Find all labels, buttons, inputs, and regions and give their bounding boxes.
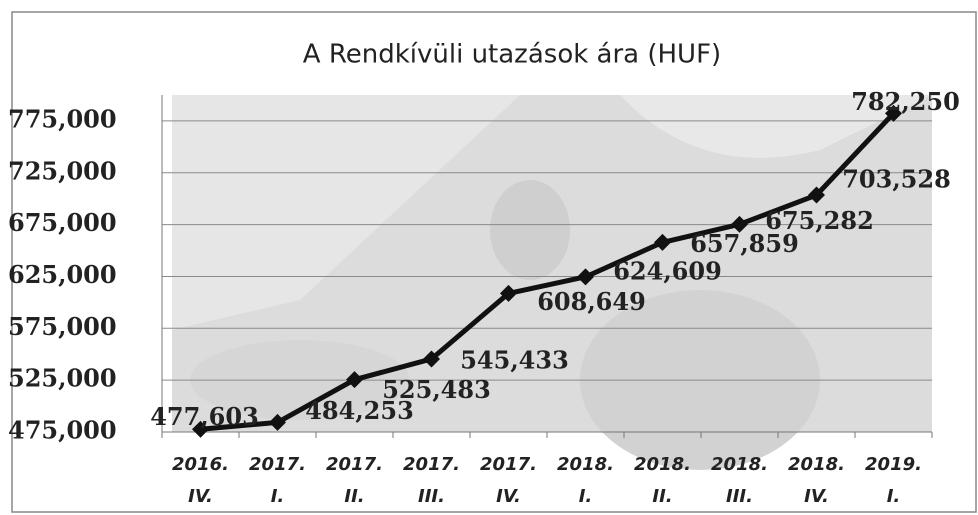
y-tick-label: 675,000 bbox=[8, 208, 117, 237]
value-label: 525,483 bbox=[382, 375, 491, 404]
value-label: 675,282 bbox=[765, 206, 874, 235]
value-label: 477,603 bbox=[150, 402, 259, 431]
y-tick-label: 725,000 bbox=[8, 156, 117, 185]
value-label: 545,433 bbox=[460, 345, 569, 374]
y-tick-label: 775,000 bbox=[8, 104, 117, 133]
y-tick-label: 525,000 bbox=[8, 364, 117, 393]
chart-title: A Rendkívüli utazások ára (HUF) bbox=[303, 40, 721, 70]
value-label: 608,649 bbox=[537, 287, 646, 316]
chart: A Rendkívüli utazások ára (HUF) 475,000 5… bbox=[0, 0, 978, 515]
value-label: 624,609 bbox=[613, 256, 722, 285]
y-tick-label: 625,000 bbox=[8, 260, 117, 289]
value-label: 782,250 bbox=[851, 87, 960, 116]
value-label: 703,528 bbox=[842, 165, 951, 194]
y-tick-label: 475,000 bbox=[8, 416, 117, 445]
y-tick-label: 575,000 bbox=[8, 312, 117, 341]
